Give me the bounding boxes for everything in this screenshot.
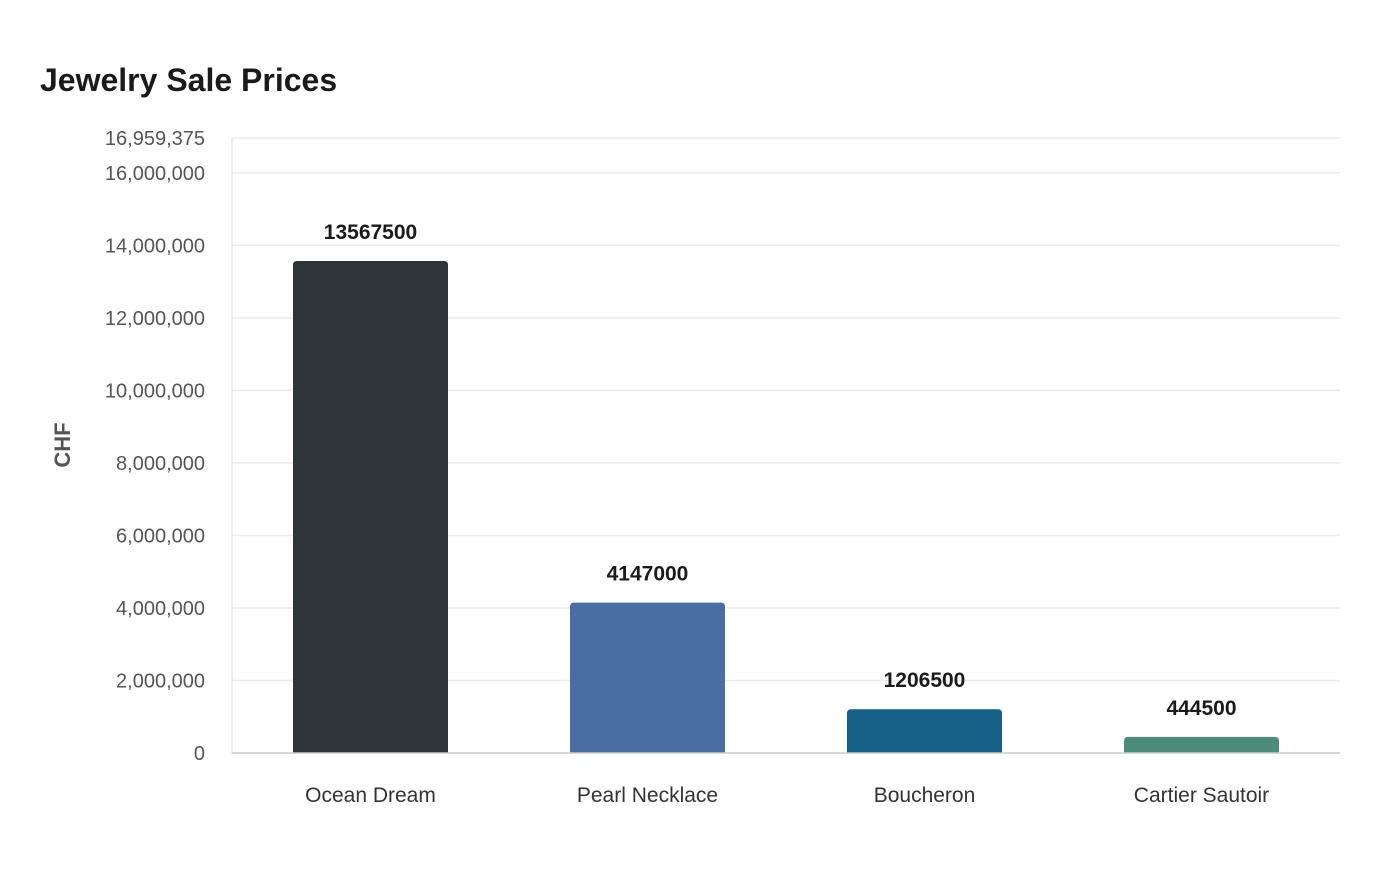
y-tick-label: 16,000,000 <box>105 163 205 185</box>
y-tick-label: 0 <box>194 743 205 765</box>
data-label: 13567500 <box>324 221 417 244</box>
y-tick-label: 16,959,375 <box>105 128 205 150</box>
data-label: 4147000 <box>607 563 689 586</box>
y-tick-label: 14,000,000 <box>105 235 205 257</box>
data-label: 444500 <box>1166 697 1236 720</box>
x-axis-categories: Ocean Dream Pearl Necklace Boucheron Cartie… <box>305 784 1269 807</box>
y-tick-label: 10,000,000 <box>105 380 205 402</box>
y-tick-label: 2,000,000 <box>116 670 205 692</box>
bar-cartier-sautoir <box>1124 736 1279 753</box>
bar-ocean-dream <box>293 261 448 753</box>
y-tick-label: 6,000,000 <box>116 525 205 547</box>
bar-pearl-necklace <box>570 602 725 753</box>
y-tick-label: 8,000,000 <box>116 453 205 475</box>
y-axis-ticks: 0 2,000,000 4,000,000 6,000,000 8,000,000 10,… <box>105 128 205 765</box>
x-category-label: Cartier Sautoir <box>1134 784 1269 807</box>
y-axis-title: CHF <box>50 422 75 467</box>
bar-boucheron <box>847 709 1002 753</box>
bars <box>293 261 1279 753</box>
data-label: 1206500 <box>884 669 966 692</box>
x-category-label: Boucheron <box>874 784 976 807</box>
x-category-label: Pearl Necklace <box>577 784 718 807</box>
y-tick-label: 4,000,000 <box>116 598 205 620</box>
x-category-label: Ocean Dream <box>305 784 436 807</box>
y-tick-label: 12,000,000 <box>105 308 205 330</box>
chart-title: Jewelry Sale Prices <box>40 62 338 98</box>
data-labels: 13567500 4147000 1206500 444500 <box>324 221 1237 720</box>
